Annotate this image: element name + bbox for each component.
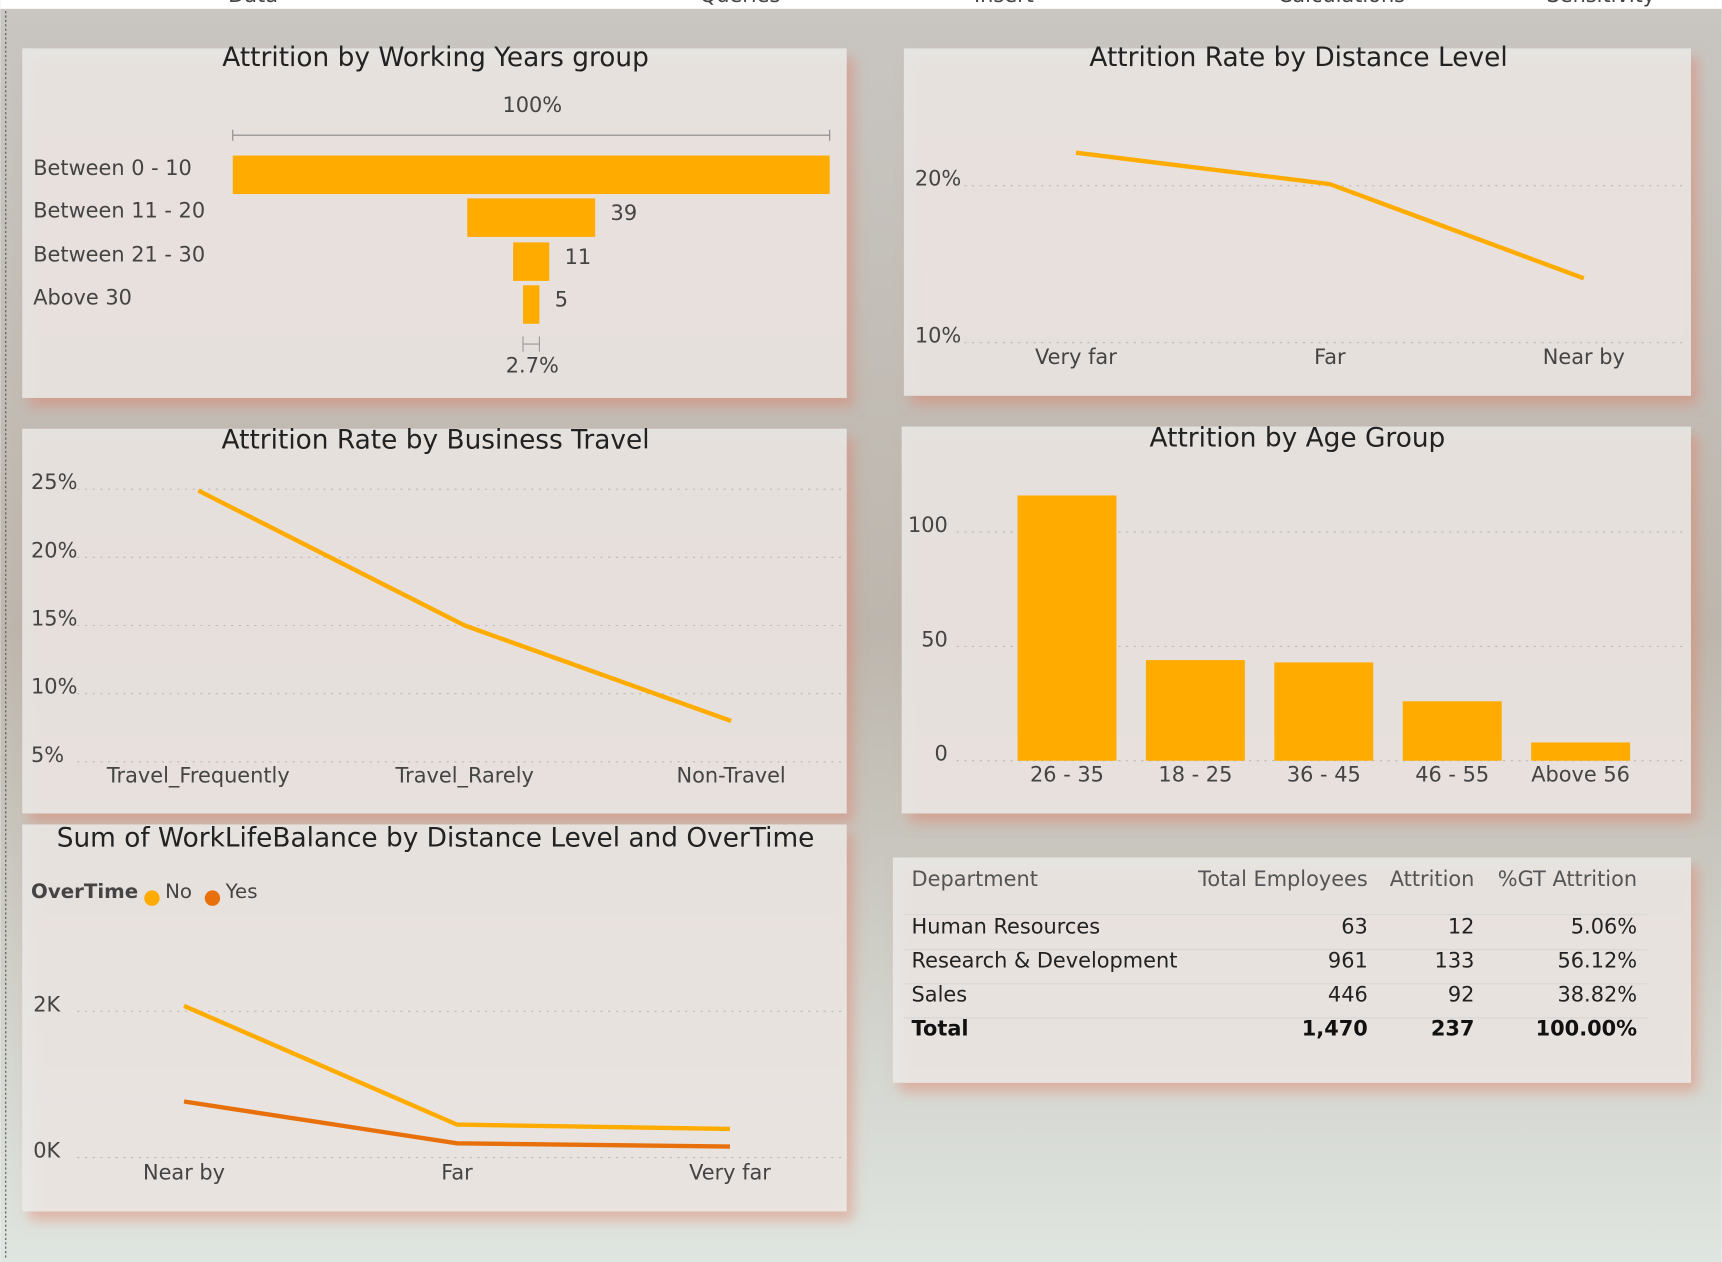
conversion-label: 2.7%	[506, 354, 559, 378]
data-label: 39	[611, 201, 638, 225]
funnel-bar	[232, 155, 830, 195]
x-tick-label: Non-Travel	[676, 764, 785, 788]
legend-marker	[204, 890, 221, 906]
chart-title: Attrition by Age Group	[1150, 423, 1446, 453]
chart-title: Attrition Rate by Business Travel	[222, 426, 650, 456]
funnel-bar	[523, 285, 540, 324]
category-label: Above 30	[33, 286, 132, 310]
bar	[1274, 662, 1374, 761]
y-tick-label: 15%	[31, 607, 77, 631]
y-tick-label: 20%	[915, 167, 961, 191]
x-tick-label: Very far	[689, 1161, 771, 1185]
table-cell: 5.06%	[1571, 914, 1637, 938]
line-series	[183, 1099, 731, 1149]
category-label: Between 11 - 20	[33, 199, 205, 223]
chart-title: Attrition Rate by Distance Level	[1089, 43, 1507, 73]
table-cell: 56.12%	[1557, 948, 1637, 972]
x-tick-label: Above 56	[1531, 763, 1630, 787]
y-tick-label: 20%	[31, 538, 77, 562]
x-tick-label: Travel_Rarely	[394, 764, 533, 788]
funnel-bar	[467, 198, 596, 237]
x-tick-label: Travel_Frequently	[106, 764, 290, 788]
ribbon-label: Data	[228, 0, 278, 7]
data-label: 11	[565, 245, 592, 269]
x-tick-label: Far	[1314, 345, 1346, 369]
ribbon-label: Queries	[700, 0, 781, 7]
ribbon-label: Sensitivity	[1546, 0, 1655, 7]
category-label: Between 0 - 10	[33, 156, 192, 180]
table-cell: Sales	[912, 982, 968, 1006]
x-tick-label: 18 - 25	[1158, 763, 1232, 787]
table-header: %GT Attrition	[1498, 867, 1637, 891]
panel	[892, 857, 1691, 1083]
line-series	[197, 488, 732, 723]
table-header: Department	[912, 867, 1038, 891]
category-label: Between 21 - 30	[33, 243, 205, 267]
table-cell: 63	[1341, 914, 1368, 938]
table-header: Attrition	[1390, 867, 1475, 891]
panel	[22, 428, 847, 814]
panel	[22, 48, 847, 398]
bar	[1017, 495, 1117, 761]
table-header: Total Employees	[1197, 867, 1368, 891]
table-cell: 446	[1328, 982, 1368, 1006]
bar	[1145, 660, 1245, 761]
table-cell: 961	[1328, 948, 1368, 972]
y-tick-label: 50	[921, 627, 948, 651]
table-cell: Research & Development	[912, 948, 1178, 972]
table-cell: 133	[1435, 948, 1475, 972]
panel	[22, 824, 847, 1212]
legend-label: No	[165, 880, 192, 903]
y-tick-label: 0	[935, 742, 948, 766]
data-label: 5	[555, 288, 568, 312]
table-total: Total	[912, 1017, 969, 1041]
y-tick-label: 0K	[33, 1139, 61, 1163]
panel	[903, 48, 1691, 396]
x-tick-label: 26 - 35	[1030, 763, 1104, 787]
table-total: 237	[1431, 1017, 1475, 1041]
conversion-label: 100%	[502, 93, 562, 117]
ribbon	[0, 0, 1722, 9]
y-tick-label: 25%	[31, 470, 77, 494]
x-tick-label: 36 - 45	[1287, 763, 1361, 787]
bar	[1531, 742, 1631, 761]
table-cell: 38.82%	[1557, 982, 1637, 1006]
legend-label: Yes	[225, 880, 258, 903]
y-tick-label: 100	[908, 513, 948, 537]
content: Attrition by Working Years group 100% Betw…	[31, 43, 1683, 1185]
x-tick-label: 46 - 55	[1415, 763, 1489, 787]
x-tick-label: Far	[441, 1161, 473, 1185]
table-total: 1,470	[1302, 1017, 1368, 1041]
ribbon-label: Insert	[974, 0, 1034, 7]
chart-title: Attrition by Working Years group	[222, 43, 649, 73]
x-tick-label: Very far	[1035, 345, 1117, 369]
table-cell: 12	[1448, 914, 1475, 938]
y-tick-label: 10%	[915, 324, 961, 348]
ribbon-labels: Data Queries Insert Calculations Sensitivity	[228, 0, 1655, 7]
table-cell: 92	[1448, 982, 1475, 1006]
chart-title: Sum of WorkLifeBalance by Distance Level…	[57, 823, 815, 853]
conversion-bracket	[232, 129, 831, 141]
legend-marker	[144, 890, 160, 906]
ribbon-label: Calculations	[1278, 0, 1405, 7]
x-tick-label: Near by	[1543, 345, 1625, 369]
y-tick-label: 10%	[31, 675, 77, 699]
legend-title: OverTime	[31, 880, 138, 903]
funnel-bar	[513, 242, 550, 281]
table-total: 100.00%	[1536, 1017, 1638, 1041]
line-series	[183, 1003, 731, 1132]
line-series	[1075, 150, 1585, 281]
y-tick-label: 2K	[33, 992, 61, 1016]
table-cell: Human Resources	[912, 914, 1101, 938]
conversion-bracket	[522, 336, 540, 352]
bar	[1402, 701, 1502, 761]
y-tick-label: 5%	[31, 743, 64, 767]
x-tick-label: Near by	[143, 1161, 225, 1185]
